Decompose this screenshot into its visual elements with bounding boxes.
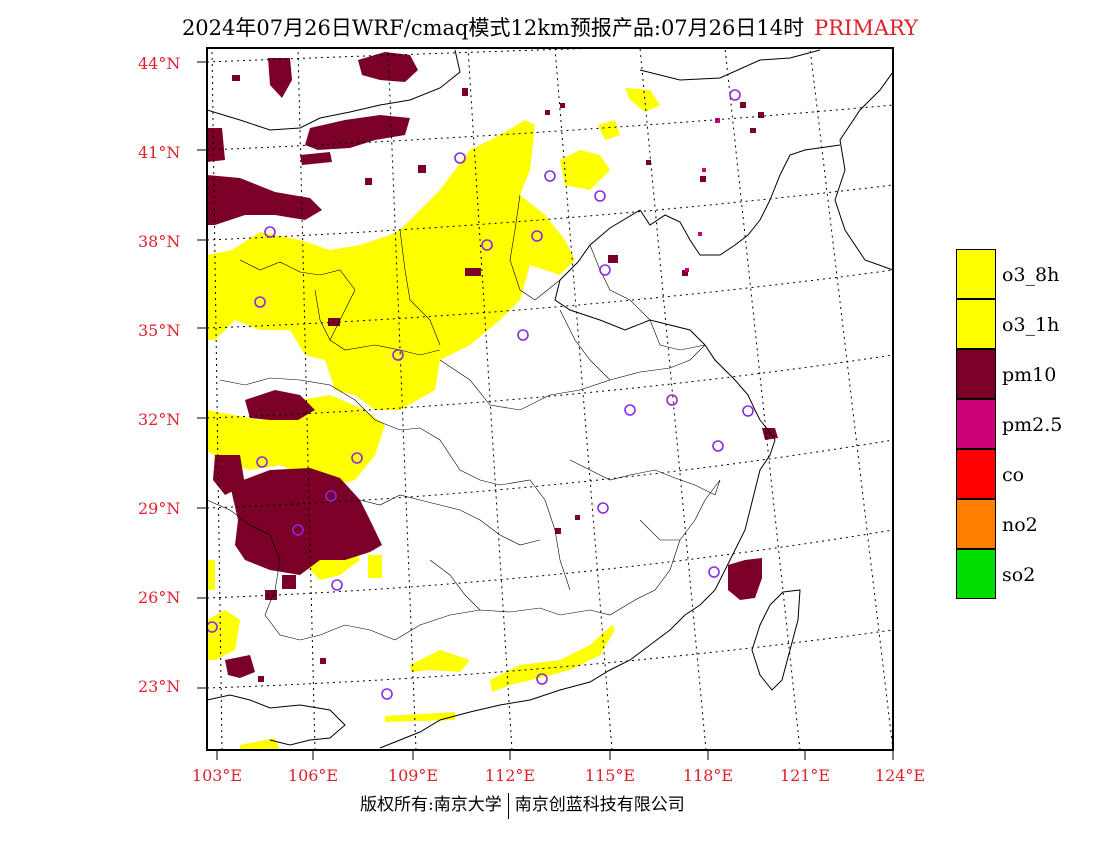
pm10-speckles (232, 75, 764, 682)
legend-label: o3_8h (1002, 264, 1060, 286)
lat-label-23: 23°N (138, 677, 181, 696)
legend-swatch (956, 299, 996, 349)
legend-swatch (956, 499, 996, 549)
legend-swatch (956, 449, 996, 499)
primary-tag: PRIMARY (814, 16, 919, 40)
boundary-lines (207, 49, 893, 749)
legend-label: pm2.5 (1002, 414, 1063, 436)
lat-label-44: 44°N (138, 54, 181, 73)
station-markers (207, 89, 754, 700)
lat-label-29: 29°N (138, 499, 181, 518)
lat-label-26: 26°N (138, 588, 181, 607)
province-lines (207, 194, 721, 641)
legend-swatch (956, 549, 996, 599)
legend-swatch (956, 349, 996, 399)
graticule (207, 48, 893, 750)
legend-label: o3_1h (1002, 314, 1060, 336)
lon-label-109: 109°E (387, 766, 439, 785)
legend-swatch (956, 399, 996, 449)
legend-label: no2 (1002, 514, 1038, 536)
legend-swatch (956, 249, 996, 299)
lat-label-41: 41°N (138, 143, 181, 162)
lon-label-121: 121°E (779, 766, 831, 785)
copyright-footer: 版权所有:南京大学 南京创蓝科技有限公司 (360, 790, 685, 819)
lon-label-103: 103°E (191, 766, 243, 785)
axis-ticks (197, 61, 894, 760)
lon-label-112: 112°E (484, 766, 536, 785)
map-title: 2024年07月26日WRF/cmaq模式12km预报产品:07月26日14时 P… (0, 12, 1100, 42)
lat-label-32: 32°N (138, 410, 181, 429)
pm10-regions (207, 52, 778, 678)
lon-label-118: 118°E (682, 766, 734, 785)
lon-label-115: 115°E (584, 766, 636, 785)
copyright-left: 版权所有:南京大学 (360, 795, 502, 815)
title-text: 2024年07月26日WRF/cmaq模式12km预报产品:07月26日14时 (181, 16, 805, 40)
map-frame (206, 47, 894, 751)
map-content (207, 48, 893, 750)
legend-label: so2 (1002, 564, 1036, 586)
lat-label-35: 35°N (138, 321, 181, 340)
o3-regions (207, 88, 660, 750)
copyright-right: 南京创蓝科技有限公司 (514, 795, 685, 815)
lat-label-38: 38°N (138, 232, 181, 251)
pm25-speckles (685, 118, 720, 272)
footer-separator (507, 792, 509, 819)
lon-label-124: 124°E (874, 766, 926, 785)
legend-label: co (1002, 464, 1025, 486)
lon-label-106: 106°E (287, 766, 339, 785)
legend-label: pm10 (1002, 364, 1057, 386)
